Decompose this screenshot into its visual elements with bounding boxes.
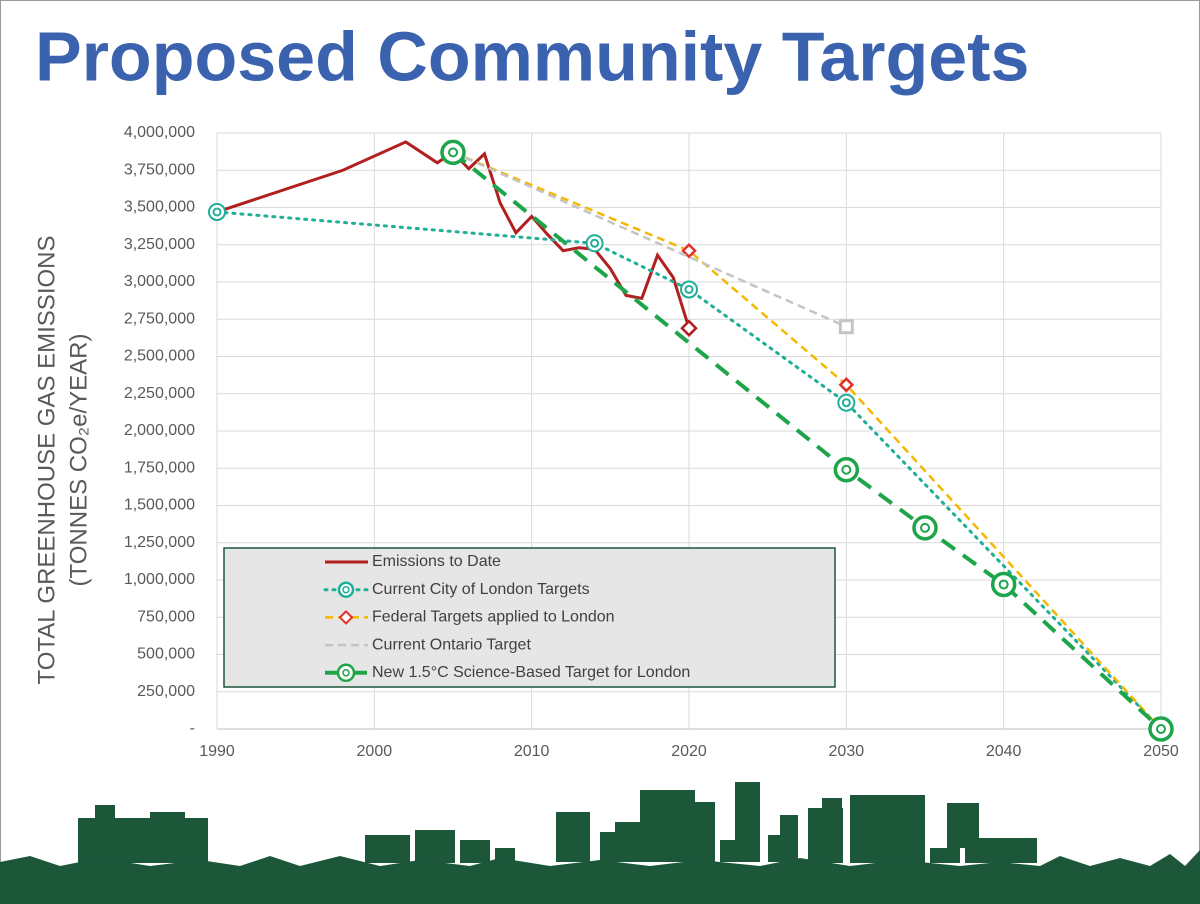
marker-inner [684,284,694,294]
legend-label: Current City of London Targets [372,581,590,598]
legend-marker [337,581,355,598]
marker [837,393,856,412]
marker [912,515,938,541]
x-tick-label: 2050 [1143,743,1179,760]
y-tick-label: 2,750,000 [124,310,195,327]
y-tick-label: 3,500,000 [124,199,195,216]
y-tick-label: 2,250,000 [124,385,195,402]
y-tick-label: 250,000 [137,683,195,700]
y-tick-label: 3,000,000 [124,273,195,290]
series-line [216,140,691,329]
marker-inner [590,238,600,248]
marker-inner [841,464,852,475]
legend-label: New 1.5°C Science-Based Target for Londo… [372,664,690,681]
y-tick-label: 1,750,000 [124,459,195,476]
y-tick-label: 1,500,000 [124,497,195,514]
legend-label: Emissions to Date [372,553,501,570]
y-tick-label: 500,000 [137,646,195,663]
x-tick-label: 2000 [357,743,393,760]
marker [680,280,698,299]
legend-marker [336,663,356,683]
x-tick-label: 1990 [199,743,235,760]
y-tick-label: 3,750,000 [124,161,195,178]
marker [838,377,855,393]
y-tick-label: - [190,720,195,737]
marker [681,242,697,259]
y-tick-label: 2,000,000 [124,422,195,439]
x-tick-label: 2010 [514,743,550,760]
legend-marker [338,609,354,625]
marker-inner [1156,724,1166,734]
marker [440,139,466,166]
marker [833,456,860,483]
marker-inner [920,522,930,533]
marker [990,571,1017,598]
y-tick-label: 3,250,000 [124,236,195,253]
legend-marker [342,585,350,594]
x-tick-label: 2030 [829,743,865,760]
y-tick-label: 1,000,000 [124,571,195,588]
marker-inner [998,579,1009,590]
y-axis-label: (TONNES CO₂e/YEAR) [65,334,92,587]
x-tick-label: 2020 [671,743,707,760]
marker [680,319,698,337]
y-axis-label: TOTAL GREENHOUSE GAS EMISSIONS [33,236,60,685]
y-tick-label: 1,250,000 [124,534,195,551]
marker [585,234,604,253]
legend-label: Current Ontario Target [372,636,531,653]
legend-marker [342,669,350,677]
marker-inner [448,147,458,158]
y-tick-label: 750,000 [137,608,195,625]
plot: - 250,000 500,000 750,000 1,000,000 1,250,000… [33,124,1179,760]
marker [1148,716,1174,742]
chart-title: Proposed Community Targets [35,17,1029,95]
y-tick-label: 2,500,000 [124,348,195,365]
marker-inner [212,207,222,217]
skyline [0,782,1200,904]
marker-inner [841,398,851,408]
y-tick-label: 4,000,000 [124,124,195,141]
marker [838,319,854,335]
x-tick-label: 2040 [986,743,1022,760]
legend-label: Federal Targets applied to London [372,609,615,626]
series-line [452,151,1162,730]
marker [208,202,226,221]
series-line [452,151,847,328]
